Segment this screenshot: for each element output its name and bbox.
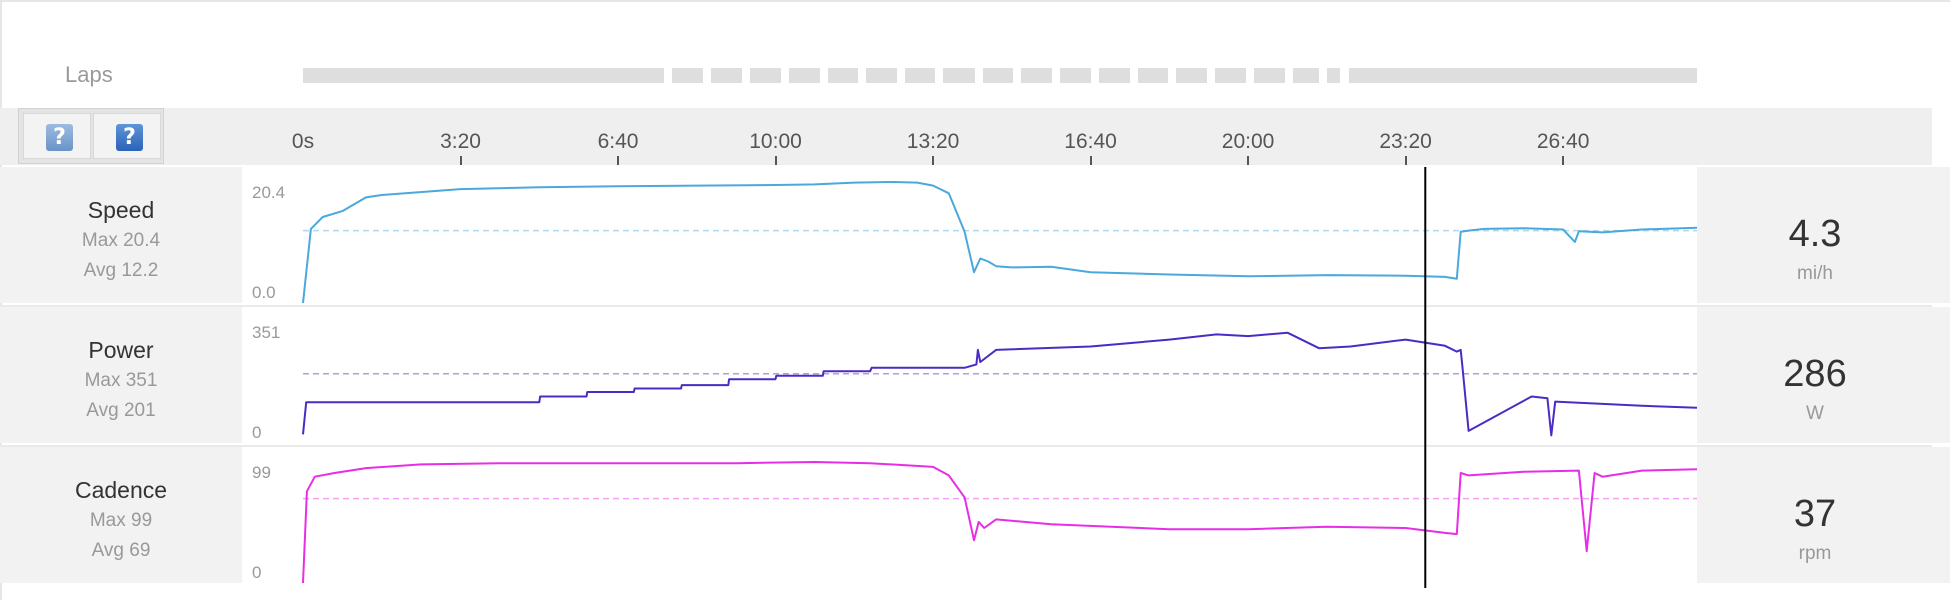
lap-segment[interactable]	[982, 68, 1014, 83]
time-tick-mark	[1247, 156, 1250, 165]
time-tick-mark	[1562, 156, 1565, 165]
lap-segment[interactable]	[1176, 68, 1207, 83]
laps-track	[303, 68, 1697, 83]
time-tick-label: 16:40	[1064, 130, 1117, 153]
metric-max: Max 20.4	[81, 230, 161, 251]
lap-segment[interactable]	[1059, 68, 1092, 83]
time-tick-mark	[459, 156, 462, 165]
time-tick-label: 0s	[291, 130, 315, 153]
lap-segment[interactable]	[1254, 68, 1285, 83]
row-label-panel	[0, 167, 242, 303]
help-icon: ?	[116, 124, 143, 151]
y-min-label: 0	[252, 563, 262, 582]
cadence-series-line	[302, 461, 1698, 584]
metric-avg: Avg 69	[91, 540, 151, 561]
time-tick-label: 3:20	[440, 130, 481, 153]
lap-segment[interactable]	[1327, 68, 1341, 83]
time-tick-label: 26:40	[1536, 130, 1590, 153]
help-button[interactable]: ?	[93, 113, 161, 159]
lap-segment[interactable]	[672, 68, 704, 83]
lap-segment[interactable]	[1348, 68, 1697, 83]
row-value-panel	[1697, 167, 1950, 303]
time-tick-mark	[1404, 156, 1407, 165]
time-tick-mark	[1089, 156, 1092, 165]
metric-max: Max 99	[89, 510, 153, 531]
help-icon: ?	[46, 124, 73, 151]
y-min-label: 0	[252, 423, 262, 442]
row-label-panel	[0, 447, 242, 583]
lap-segment[interactable]	[789, 68, 820, 83]
time-tick-label: 20:00	[1221, 130, 1275, 153]
lap-segment[interactable]	[866, 68, 897, 83]
time-tick-mark	[617, 156, 620, 165]
metric-current-value: 4.3	[1788, 213, 1842, 255]
time-tick-label: 10:00	[749, 130, 802, 153]
row-value-panel	[1697, 447, 1950, 583]
time-tick-label: 13:20	[906, 130, 960, 153]
metric-unit: rpm	[1798, 543, 1832, 564]
time-tick-mark	[932, 156, 935, 165]
metric-unit: mi/h	[1797, 263, 1833, 284]
lap-segment[interactable]	[1021, 68, 1052, 83]
lap-segment[interactable]	[827, 68, 859, 83]
metric-title: Speed	[87, 197, 155, 223]
lap-segment[interactable]	[1099, 68, 1130, 83]
row-separator	[0, 445, 1932, 447]
metric-current-value: 37	[1793, 493, 1837, 535]
metric-unit: W	[1806, 403, 1824, 424]
lap-segment[interactable]	[749, 68, 782, 83]
y-max-label: 20.4	[252, 183, 286, 202]
lap-segment[interactable]	[1292, 68, 1319, 83]
lap-segment[interactable]	[943, 68, 975, 83]
metric-title: Power	[88, 337, 154, 363]
metric-avg: Avg 12.2	[83, 260, 159, 281]
y-max-label: 351	[252, 323, 281, 342]
y-max-label: 99	[252, 463, 271, 482]
time-tick-label: 6:40	[597, 130, 639, 153]
laps-label: Laps	[65, 62, 113, 87]
lap-segment[interactable]	[711, 68, 742, 83]
lap-segment[interactable]	[303, 68, 664, 83]
metric-max: Max 351	[84, 370, 158, 391]
help-button-group: ? ?	[18, 108, 164, 164]
lap-segment[interactable]	[904, 68, 936, 83]
metric-current-value: 286	[1783, 353, 1847, 395]
metric-title: Cadence	[74, 477, 168, 503]
speed-series-line	[302, 181, 1698, 304]
row-value-panel	[1697, 307, 1950, 443]
lap-segment[interactable]	[1214, 68, 1246, 83]
help-button[interactable]: ?	[23, 113, 91, 159]
power-series-line	[302, 331, 1698, 437]
y-min-label: 0.0	[252, 283, 276, 302]
lap-segment[interactable]	[1137, 68, 1169, 83]
row-label-panel	[0, 307, 242, 443]
time-axis-bar	[0, 108, 1932, 165]
metric-avg: Avg 201	[86, 400, 156, 421]
time-tick-label: 23:20	[1379, 130, 1432, 153]
time-tick-mark	[774, 156, 777, 165]
row-separator	[0, 305, 1932, 307]
